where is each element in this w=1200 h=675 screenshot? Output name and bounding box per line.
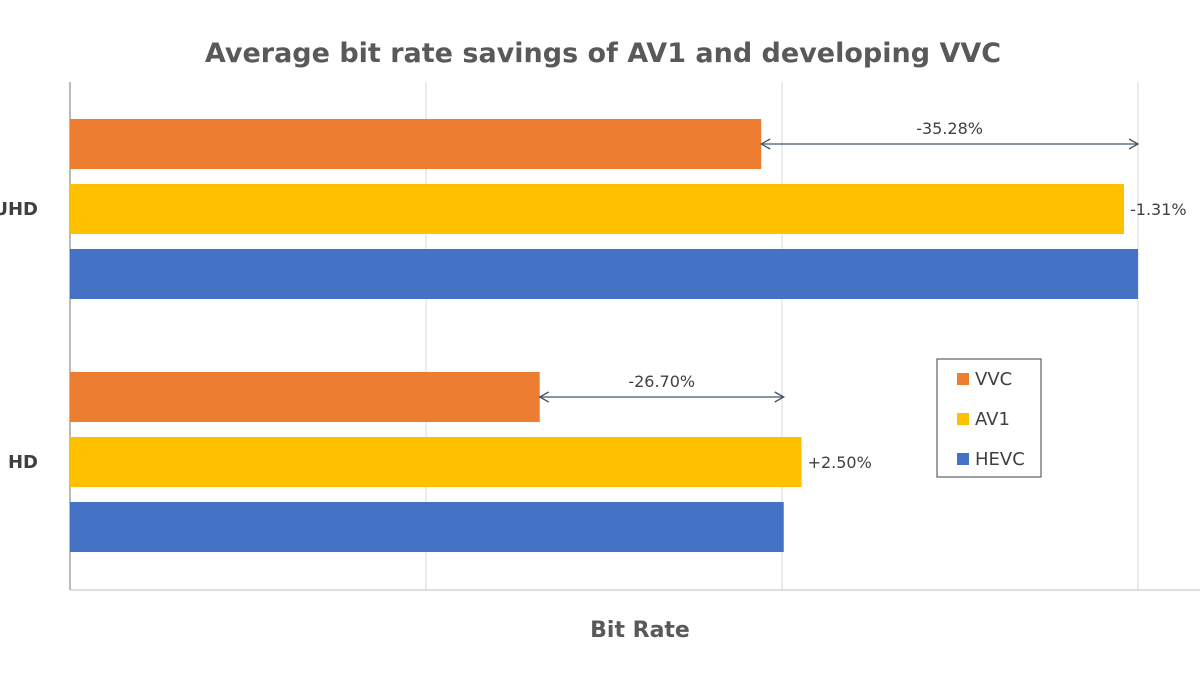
arrow-head (759, 138, 771, 150)
legend-swatch-av1 (957, 413, 969, 425)
legend: VVC AV1 HEVC (936, 358, 1042, 478)
bars (70, 119, 1138, 552)
category-label-uhd: UHD (0, 199, 38, 220)
legend-box (936, 358, 1042, 478)
legend-label-av1: AV1 (975, 409, 1010, 430)
bar-vvc-hd (70, 372, 540, 422)
arrow-head (774, 391, 786, 403)
annotation-label-hd-vvc: -26.70% (628, 372, 695, 391)
category-labels: UHD HD (0, 199, 38, 473)
bar-hevc-hd (70, 502, 784, 552)
bar-av1-hd (70, 437, 802, 487)
chart-title: Average bit rate savings of AV1 and deve… (205, 38, 1001, 69)
annotation-label-uhd-av1: -1.31% (1130, 200, 1187, 219)
legend-label-hevc: HEVC (975, 449, 1025, 470)
legend-label-vvc: VVC (975, 369, 1012, 390)
bar-hevc-uhd (70, 249, 1138, 299)
arrow-head (538, 391, 550, 403)
arrow-head (1128, 138, 1140, 150)
x-axis-title: Bit Rate (590, 618, 690, 643)
bar-vvc-uhd (70, 119, 762, 169)
legend-swatch-vvc (957, 373, 969, 385)
bar-av1-uhd (70, 184, 1125, 234)
annotations: -35.28% -1.31% -26.70% +2.50% (538, 119, 1187, 472)
category-label-hd: HD (8, 452, 38, 473)
annotation-label-uhd-vvc: -35.28% (916, 119, 983, 138)
annotation-label-hd-av1: +2.50% (808, 453, 872, 472)
legend-swatch-hevc (957, 453, 969, 465)
